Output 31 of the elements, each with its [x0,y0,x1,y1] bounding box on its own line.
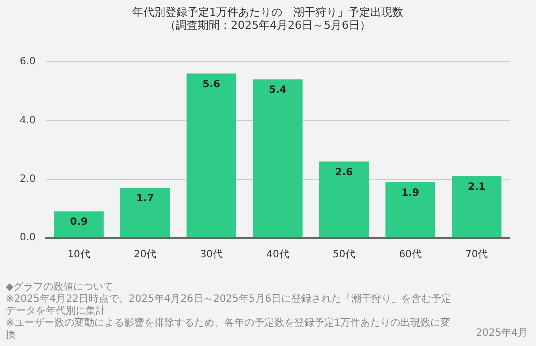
data-label: 5.6 [202,79,221,90]
data-label: 2.6 [335,167,354,178]
y-tick-label: 4.0 [20,115,36,126]
x-tick-label: 30代 [200,250,224,261]
text: ※ユーザー数の変動による影響を排除するため、各年の予定数を登録予定1万件あたりの出現数に変換 [6,318,452,342]
text: 2025年4月 [476,327,528,340]
x-tick-label: 70代 [465,250,488,261]
bar [452,176,502,238]
chart-subtitle: （調査期間：2025年4月26日～5月6日） [164,19,372,32]
text: ◆グラフの数値について [6,282,115,294]
bar [54,212,104,238]
data-label: 2.1 [468,182,486,193]
data-label: 0.9 [70,217,88,228]
x-tick-label: 20代 [134,250,157,261]
data-label: 1.7 [136,194,154,205]
data-label: 1.9 [402,188,420,199]
bar [120,188,170,238]
bar [186,74,237,238]
y-tick-label: 2.0 [20,174,36,185]
text: ※2025年4月22日時点で、2025年4月26日～2025年5月6日に登録された「潮干狩り」を含む予定データを年代別に集計 [6,294,453,318]
y-tick-label: 6.0 [20,56,36,68]
data-label: 5.4 [269,85,287,96]
bar [386,182,436,238]
bar [253,80,303,238]
x-tick-label: 50代 [332,250,356,261]
x-tick-label: 10代 [68,250,90,261]
chart-title: 年代別登録予定1万件あたりの「潮干狩り」予定出現数 [132,6,404,19]
y-tick-label: 0.0 [20,232,36,244]
x-tick-label: 40代 [266,250,290,261]
bar [319,162,370,238]
x-tick-label: 60代 [399,250,422,261]
